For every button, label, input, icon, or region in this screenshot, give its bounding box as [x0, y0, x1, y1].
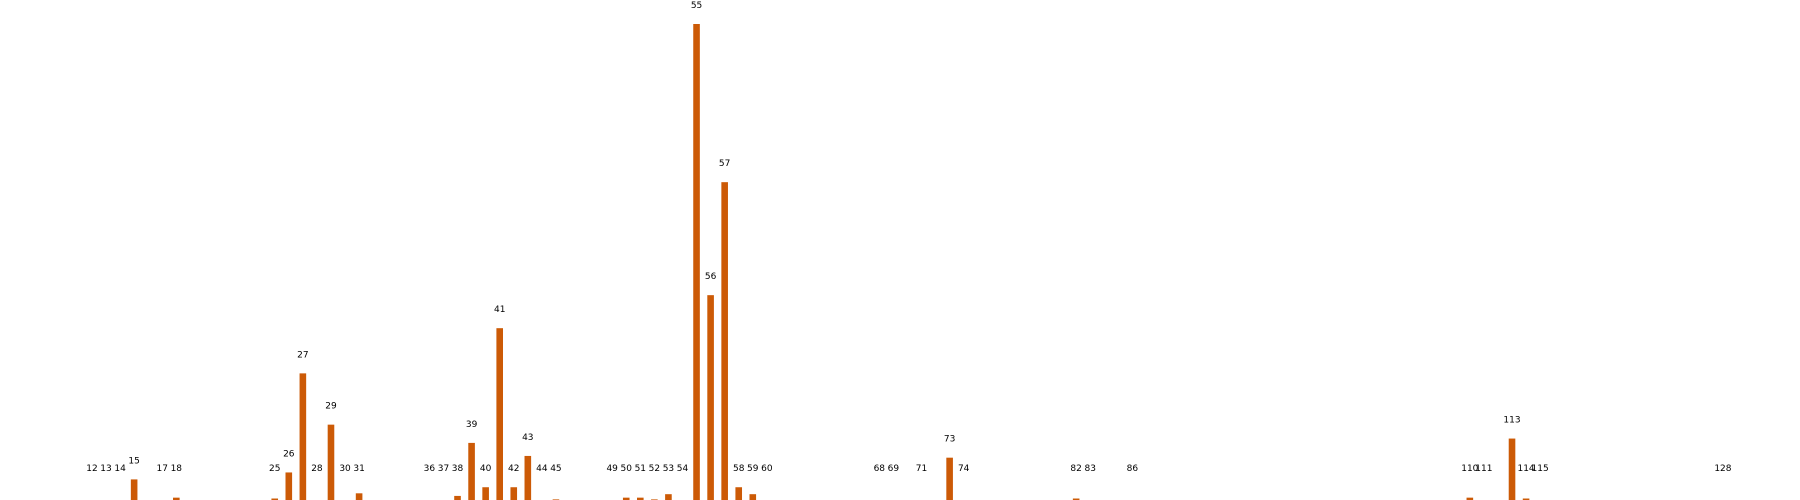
bar-27: [299, 373, 307, 500]
bar-42: [510, 487, 518, 500]
bar-82: [1072, 498, 1080, 500]
bar-label-83: 83: [1084, 464, 1095, 474]
bar-label-69: 69: [888, 464, 900, 474]
bar-label-12: 12: [86, 464, 97, 474]
bar-label-111: 111: [1475, 464, 1492, 474]
bar-label-50: 50: [621, 464, 633, 474]
bar-38: [454, 495, 461, 500]
bar-label-86: 86: [1127, 464, 1139, 474]
bar-56: [707, 295, 714, 500]
bar-label-56: 56: [705, 272, 717, 282]
bar-39: [468, 442, 475, 500]
bar-55: [693, 24, 700, 500]
bar-label-25: 25: [269, 464, 280, 474]
bar-50: [622, 497, 630, 500]
bar-label-49: 49: [606, 464, 618, 474]
bar-label-39: 39: [466, 420, 478, 430]
bar-label-40: 40: [480, 464, 492, 474]
bar-label-58: 58: [733, 464, 745, 474]
bar-15: [130, 479, 138, 500]
bar-label-82: 82: [1070, 464, 1081, 474]
bar-51: [637, 497, 644, 500]
bar-40: [482, 487, 489, 500]
bar-label-53: 53: [663, 464, 674, 474]
bars-group: [130, 24, 1530, 500]
bar-114: [1522, 498, 1530, 500]
bar-label-14: 14: [114, 464, 126, 474]
bar-label-36: 36: [424, 464, 436, 474]
bar-label-73: 73: [944, 435, 955, 445]
bar-label-18: 18: [171, 464, 183, 474]
bar-113: [1508, 438, 1516, 500]
bar-58: [735, 487, 743, 500]
bar-110: [1466, 497, 1474, 500]
bar-53: [665, 494, 672, 500]
bar-label-52: 52: [649, 464, 660, 474]
bar-label-43: 43: [522, 433, 533, 443]
bar-18: [173, 497, 180, 500]
bar-label-55: 55: [691, 1, 702, 11]
bar-label-110: 110: [1461, 464, 1478, 474]
bar-label-37: 37: [438, 464, 449, 474]
bar-label-115: 115: [1532, 464, 1549, 474]
bar-label-44: 44: [536, 464, 548, 474]
bar-label-26: 26: [283, 449, 295, 459]
bar-label-57: 57: [719, 159, 730, 169]
bar-label-17: 17: [157, 464, 168, 474]
bar-label-30: 30: [339, 464, 351, 474]
bar-label-60: 60: [761, 464, 773, 474]
bar-label-74: 74: [958, 464, 970, 474]
bar-label-71: 71: [916, 464, 927, 474]
bar-label-68: 68: [874, 464, 886, 474]
bar-label-51: 51: [635, 464, 646, 474]
bar-29: [327, 424, 335, 500]
bar-label-59: 59: [747, 464, 759, 474]
bar-label-45: 45: [550, 464, 561, 474]
bar-label-13: 13: [100, 464, 111, 474]
bar-label-27: 27: [297, 350, 308, 360]
bar-41: [496, 328, 503, 500]
bar-label-113: 113: [1503, 416, 1520, 426]
bar-73: [946, 457, 953, 500]
bar-label-28: 28: [311, 464, 323, 474]
bar-label-38: 38: [452, 464, 464, 474]
bar-label-41: 41: [494, 305, 505, 315]
bar-label-128: 128: [1714, 464, 1731, 474]
bar-label-114: 114: [1517, 464, 1534, 474]
bar-25: [271, 498, 279, 500]
bar-label-15: 15: [128, 456, 139, 466]
bar-label-31: 31: [353, 464, 364, 474]
bar-label-54: 54: [677, 464, 689, 474]
bar-59: [749, 494, 757, 500]
bar-43: [524, 455, 532, 500]
bar-label-29: 29: [325, 402, 337, 412]
bar-57: [721, 182, 728, 500]
bar-31: [355, 493, 363, 500]
bar-label-42: 42: [508, 464, 519, 474]
bar-26: [285, 472, 293, 500]
